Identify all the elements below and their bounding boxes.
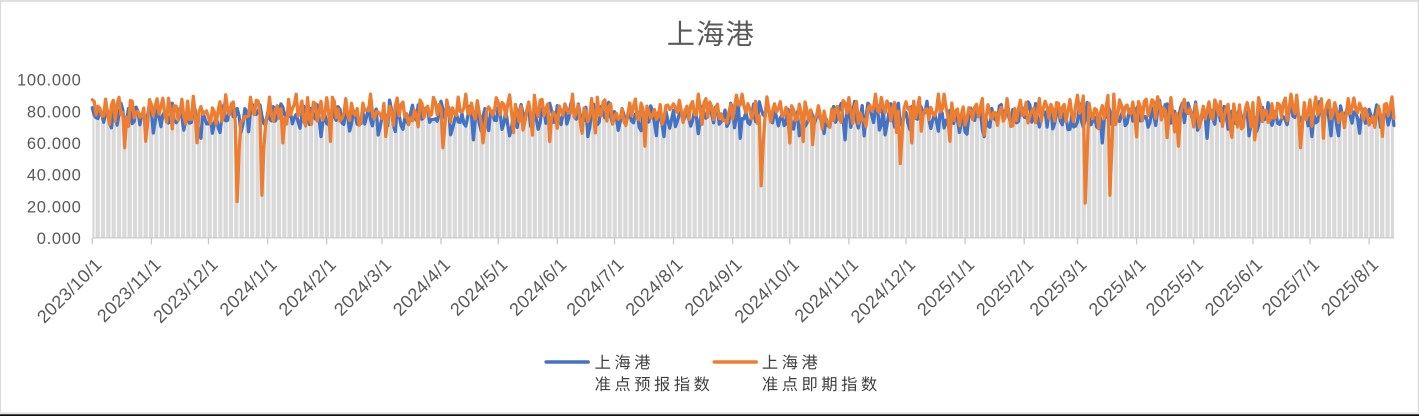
- svg-text:0.000: 0.000: [37, 230, 82, 248]
- svg-text:80.000: 80.000: [27, 103, 82, 121]
- svg-text:60.000: 60.000: [27, 135, 82, 153]
- svg-text:20.000: 20.000: [27, 198, 82, 216]
- svg-text:40.000: 40.000: [27, 167, 82, 185]
- svg-text:100.000: 100.000: [17, 72, 82, 90]
